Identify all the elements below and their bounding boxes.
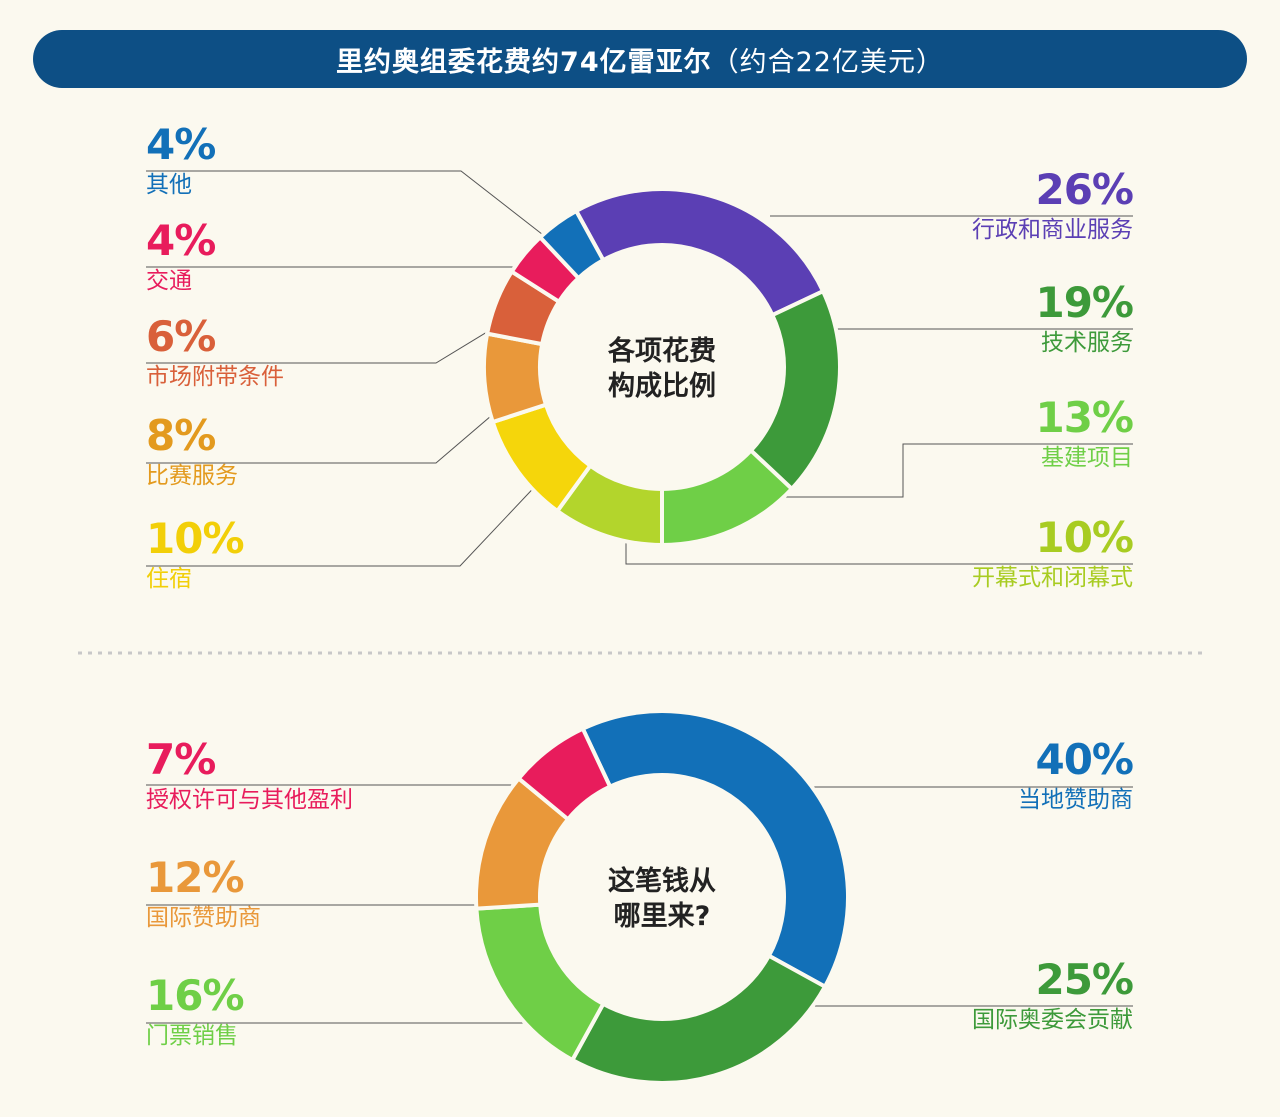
name-ioc: 国际奥委会贡献 [972,1007,1133,1033]
name-infra: 基建项目 [1041,445,1133,471]
donut-1-slice-8 [537,208,606,281]
pct-local-sponsors: 40% [1035,735,1134,784]
name-tickets: 门票销售 [146,1023,238,1049]
name-ceremony: 开幕式和闭幕式 [972,565,1133,591]
pct-market: 6% [146,312,216,361]
pct-tickets: 16% [146,971,245,1020]
label-admin: 26% 行政和商业服务 [972,165,1134,245]
name-local-sponsors: 当地赞助商 [1018,787,1133,813]
leader-lines [146,170,1133,1024]
title-banner: 里约奥组委花费约74亿雷亚尔 （约合22亿美元） [33,30,1247,88]
center-label-1-line-2: 构成比例 [608,371,716,402]
pct-licensing: 7% [146,735,216,784]
label-game-services: 8% 比赛服务 [146,411,238,491]
label-tech: 19% 技术服务 [1035,278,1134,358]
label-accommodation: 10% 住宿 [146,514,245,594]
center-label-1-line-1: 各项花费 [607,335,716,367]
label-intl-sponsors: 12% 国际赞助商 [146,853,261,933]
name-transport: 交通 [146,268,192,294]
name-admin: 行政和商业服务 [972,217,1133,243]
center-label-2-line-1: 这笔钱从 [608,865,716,897]
donut-2-slice-1 [569,953,828,1085]
pct-infra: 13% [1035,393,1134,442]
pct-ioc: 25% [1035,955,1134,1004]
name-intl-sponsors: 国际赞助商 [146,905,261,931]
pct-intl-sponsors: 12% [146,853,245,902]
chart-subtitle: （约合22亿美元） [711,46,944,78]
name-market: 市场附带条件 [146,364,284,390]
leader-line-7 [740,443,1133,498]
pct-tech: 19% [1035,278,1134,327]
pct-game-services: 8% [146,411,216,460]
name-accommodation: 住宿 [146,566,192,592]
chart-title: 里约奥组委花费约74亿雷亚尔 [336,46,712,78]
pct-ceremony: 10% [1035,513,1134,562]
label-transport: 4% 交通 [146,216,216,296]
donut-1-slice-1 [748,288,842,492]
label-local-sponsors: 40% 当地赞助商 [1018,735,1134,815]
pct-other: 4% [146,120,216,169]
donut-2-slice-0 [580,709,850,990]
donut-1-slice-5 [482,331,549,425]
leader-line-4 [146,477,544,567]
pct-admin: 26% [1035,165,1134,214]
label-tickets: 16% 门票销售 [146,971,245,1051]
label-ceremony: 10% 开幕式和闭幕式 [972,513,1134,593]
label-infra: 13% 基建项目 [1035,393,1134,473]
center-label-2-line-2: 哪里来? [614,901,711,932]
name-other: 其他 [146,172,192,198]
name-tech: 技术服务 [1041,330,1133,356]
name-game-services: 比赛服务 [146,463,238,489]
name-licensing: 授权许可与其他盈利 [146,787,353,813]
donut-rings [474,187,850,1085]
label-ioc: 25% 国际奥委会贡献 [972,955,1134,1035]
leader-line-3 [146,397,513,464]
donut-2-slice-2 [474,902,606,1063]
pct-transport: 4% [146,216,216,265]
leader-line-0 [146,170,557,246]
label-licensing: 7% 授权许可与其他盈利 [146,735,353,815]
donut-2-slice-4 [515,726,613,823]
label-other: 4% 其他 [146,120,216,200]
donut-1-slice-0 [573,187,826,318]
pct-accommodation: 10% [146,514,245,563]
label-market: 6% 市场附带条件 [146,312,284,392]
